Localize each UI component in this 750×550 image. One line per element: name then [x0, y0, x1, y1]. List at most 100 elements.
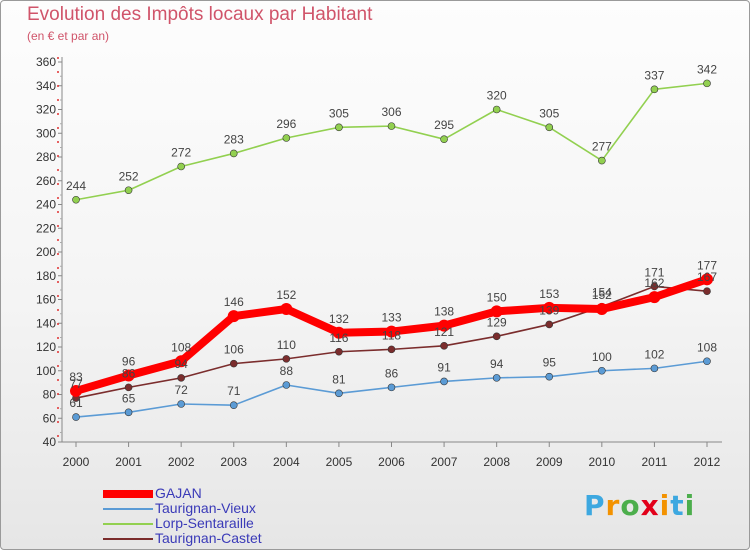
data-point-gajan: [648, 291, 661, 304]
x-tick-label: 2006: [378, 455, 405, 469]
data-point-lorp-sentaraille: [545, 123, 554, 132]
data-label-taurignan-castet: 129: [487, 315, 507, 329]
data-label-gajan: 150: [487, 290, 507, 304]
data-point-lorp-sentaraille: [492, 105, 501, 114]
data-point-taurignan-castet: [440, 342, 448, 350]
data-label-lorp-sentaraille: 272: [171, 146, 191, 160]
y-tick-label: 200: [36, 245, 56, 259]
y-tick-label: 300: [36, 126, 56, 140]
data-label-taurignan-vieux: 72: [174, 383, 188, 397]
data-point-lorp-sentaraille: [387, 122, 396, 130]
data-point-gajan: [175, 355, 188, 368]
data-label-taurignan-castet: 139: [539, 303, 559, 317]
data-labels: 244 252 272 283 296 305 306 295 320 305 277 337 342 6…: [66, 62, 717, 410]
data-label-taurignan-castet: 167: [697, 270, 717, 284]
data-label-taurignan-vieux: 91: [437, 360, 451, 374]
data-label-taurignan-vieux: 61: [69, 396, 83, 410]
data-label-lorp-sentaraille: 295: [434, 118, 454, 132]
y-tick-label: 180: [36, 269, 56, 283]
data-point-lorp-sentaraille: [703, 79, 711, 88]
data-label-taurignan-vieux: 88: [280, 364, 294, 378]
data-label-gajan: 162: [644, 276, 664, 290]
data-point-gajan: [280, 303, 293, 315]
data-label-taurignan-vieux: 95: [543, 356, 557, 370]
legend-swatch: [103, 538, 153, 540]
y-tick-label: 40: [43, 435, 57, 449]
data-label-lorp-sentaraille: 305: [539, 106, 559, 120]
data-label-taurignan-vieux: 108: [697, 340, 717, 354]
series-layer: [70, 79, 713, 421]
data-label-taurignan-castet: 110: [277, 338, 296, 352]
data-point-lorp-sentaraille: [124, 186, 133, 195]
data-point-taurignan-vieux: [650, 364, 659, 373]
data-point-lorp-sentaraille: [440, 135, 448, 143]
data-point-taurignan-vieux: [282, 381, 291, 389]
x-tick-label: 2012: [694, 455, 721, 469]
data-point-taurignan-castet: [124, 383, 133, 392]
data-point-taurignan-vieux: [177, 400, 185, 408]
data-label-taurignan-castet: 154: [592, 286, 612, 300]
data-point-lorp-sentaraille: [650, 85, 659, 94]
y-tick-label: 80: [43, 388, 57, 402]
legend-item-taurignan-vieux: Taurignan-Vieux: [103, 500, 323, 516]
data-point-lorp-sentaraille: [335, 123, 343, 132]
x-tick-label: 2009: [536, 455, 563, 469]
data-label-taurignan-castet: 86: [122, 366, 136, 380]
data-label-taurignan-vieux: 94: [490, 357, 504, 371]
data-label-taurignan-castet: 121: [434, 325, 454, 339]
data-label-gajan: 96: [122, 355, 136, 369]
data-label-gajan: 133: [381, 311, 401, 325]
data-point-taurignan-vieux: [598, 366, 606, 375]
data-point-taurignan-vieux: [440, 377, 448, 386]
legend-label: GAJAN: [155, 485, 202, 501]
data-label-taurignan-castet: 118: [382, 328, 401, 342]
x-tick-label: 2002: [168, 455, 195, 469]
data-point-gajan: [438, 319, 451, 332]
data-point-taurignan-vieux: [492, 374, 501, 382]
data-label-lorp-sentaraille: 277: [592, 140, 612, 154]
data-point-gajan: [543, 301, 556, 314]
logo-letter: r: [605, 489, 621, 522]
data-label-taurignan-vieux: 65: [122, 391, 136, 405]
data-label-gajan: 177: [697, 258, 717, 272]
data-point-taurignan-castet: [387, 345, 396, 354]
y-tick-label: 240: [36, 198, 56, 212]
logo-letter: x: [640, 489, 660, 522]
proxiti-logo: Proxiti: [584, 489, 695, 522]
data-label-lorp-sentaraille: 337: [644, 68, 664, 82]
data-label-gajan: 152: [276, 288, 296, 302]
x-tick-label: 2003: [220, 455, 247, 469]
data-label-lorp-sentaraille: 252: [119, 169, 139, 183]
data-label-taurignan-castet: 171: [644, 265, 664, 279]
data-label-taurignan-vieux: 100: [592, 350, 612, 364]
data-point-lorp-sentaraille: [72, 195, 80, 204]
data-point-taurignan-castet: [650, 282, 659, 291]
x-tick-label: 2000: [63, 455, 90, 469]
data-point-taurignan-castet: [335, 347, 343, 356]
y-tick-label: 100: [36, 364, 56, 378]
data-point-taurignan-vieux: [72, 413, 80, 421]
y-tick-label: 340: [36, 79, 56, 93]
data-label-gajan: 138: [434, 305, 454, 319]
data-point-taurignan-castet: [492, 332, 501, 341]
data-label-lorp-sentaraille: 244: [66, 179, 86, 193]
series-line-lorp-sentaraille: [75, 82, 708, 201]
y-tick-label: 260: [36, 174, 56, 188]
logo-letter: o: [620, 489, 641, 522]
x-tick-label: 2010: [588, 455, 615, 469]
data-point-taurignan-vieux: [229, 401, 238, 409]
y-tick-label: 280: [36, 150, 56, 164]
chart-axes: 40 60 80 100 120 140 160 180 200 220 240 260 280 300 3…: [36, 55, 722, 469]
data-label-lorp-sentaraille: 342: [697, 62, 717, 76]
y-tick-label: 220: [36, 221, 56, 235]
logo-letter: i: [684, 489, 696, 522]
data-point-lorp-sentaraille: [229, 149, 238, 158]
data-label-gajan: 153: [539, 287, 559, 301]
data-point-gajan: [122, 369, 135, 382]
legend-item-lorp-sentaraille: Lorp-Sentaraille: [103, 515, 323, 531]
data-label-gajan: 108: [171, 340, 191, 354]
data-label-taurignan-castet: 106: [224, 343, 244, 357]
data-point-lorp-sentaraille: [177, 162, 185, 171]
